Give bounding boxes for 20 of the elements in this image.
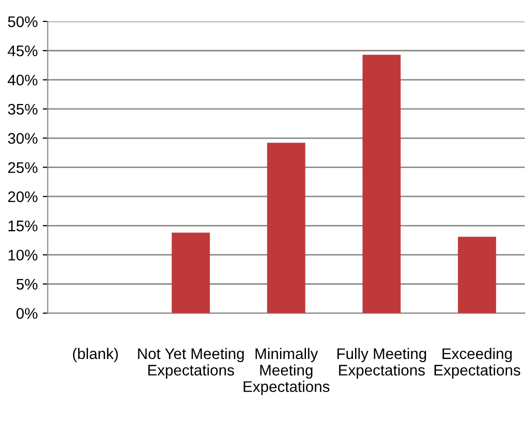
bar [267,142,306,314]
bar [172,232,210,314]
y-tick-label: 25% [8,162,38,173]
x-tick-label: Fully Meeting Expectations [337,348,426,379]
y-tick-label: 5% [16,278,38,290]
y-tick-label: 50% [8,16,38,28]
y-tick-label: 15% [8,220,38,232]
bar [458,236,496,314]
y-tick-label: 35% [8,104,38,115]
y-tick-label: 30% [8,133,38,144]
x-tick-label: Minimally Meeting Expectations [244,348,330,396]
y-tick-label: 10% [8,250,38,261]
x-tick-label: Exceeding Expectations [434,348,520,379]
y-tick-label: 45% [8,46,38,56]
y-tick-label: 40% [8,74,38,86]
y-tick-label: 20% [8,191,38,202]
bar [362,54,401,314]
x-tick-label: Not Yet Meeting Expectations [138,348,244,379]
x-tick-label: (blank) [73,348,118,362]
y-tick-label: 0% [16,308,38,319]
